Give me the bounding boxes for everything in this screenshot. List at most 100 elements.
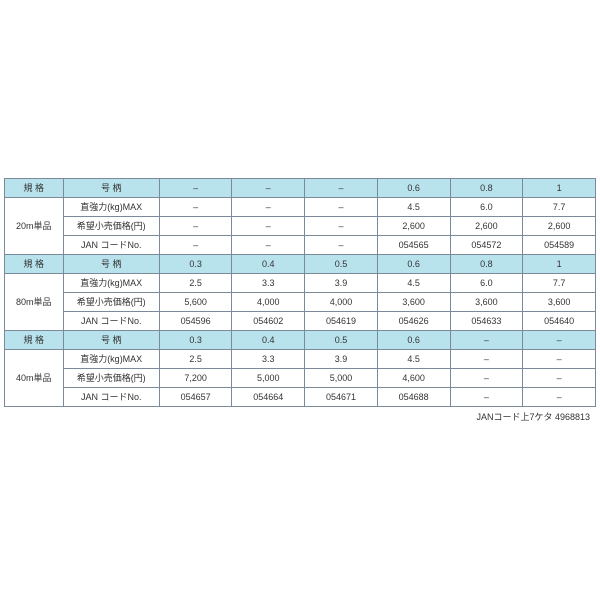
value-cell: 054633 [450, 311, 523, 330]
spec-cell: 20m単品 [5, 197, 64, 254]
table-row: 20m単品 直強力(kg)MAX – – – 4.5 6.0 7.7 [5, 197, 596, 216]
model-cell: 0.6 [377, 178, 450, 197]
value-cell: 054602 [232, 311, 305, 330]
value-cell: 3.9 [305, 349, 378, 368]
value-cell: 2,600 [450, 216, 523, 235]
model-cell: 0.8 [450, 178, 523, 197]
model-cell: 0.4 [232, 254, 305, 273]
value-cell: 3.3 [232, 349, 305, 368]
model-cell: 0.6 [377, 254, 450, 273]
value-cell: 054572 [450, 235, 523, 254]
value-cell: – [523, 368, 596, 387]
spec-header: 規 格 [5, 254, 64, 273]
model-cell: 0.5 [305, 330, 378, 349]
value-cell: – [305, 197, 378, 216]
table-row: JAN コードNo. – – – 054565 054572 054589 [5, 235, 596, 254]
value-cell: 7.7 [523, 273, 596, 292]
value-cell: 054640 [523, 311, 596, 330]
value-cell: – [450, 387, 523, 406]
table-row: JAN コードNo. 054596 054602 054619 054626 0… [5, 311, 596, 330]
table-row: 希望小売価格(円) – – – 2,600 2,600 2,600 [5, 216, 596, 235]
row-label: 希望小売価格(円) [63, 216, 159, 235]
value-cell: 2.5 [159, 273, 232, 292]
value-cell: 4.5 [377, 349, 450, 368]
spec-table: 規 格 号 柄 – – – 0.6 0.8 1 20m単品 直強力(kg)MAX… [4, 178, 596, 407]
value-cell: – [450, 368, 523, 387]
value-cell: 4.5 [377, 197, 450, 216]
table-row: 規 格 号 柄 0.3 0.4 0.5 0.6 – – [5, 330, 596, 349]
value-cell: – [450, 349, 523, 368]
value-cell: 2.5 [159, 349, 232, 368]
model-header: 号 柄 [63, 330, 159, 349]
table-row: JAN コードNo. 054657 054664 054671 054688 –… [5, 387, 596, 406]
value-cell: 6.0 [450, 273, 523, 292]
table-row: 80m単品 直強力(kg)MAX 2.5 3.3 3.9 4.5 6.0 7.7 [5, 273, 596, 292]
row-label: JAN コードNo. [63, 387, 159, 406]
value-cell: 4,000 [305, 292, 378, 311]
model-cell: 0.3 [159, 330, 232, 349]
value-cell: 054619 [305, 311, 378, 330]
table-container: 規 格 号 柄 – – – 0.6 0.8 1 20m単品 直強力(kg)MAX… [0, 174, 600, 427]
value-cell: 6.0 [450, 197, 523, 216]
value-cell: 3,600 [523, 292, 596, 311]
value-cell: 4.5 [377, 273, 450, 292]
value-cell: 5,600 [159, 292, 232, 311]
value-cell: 054596 [159, 311, 232, 330]
row-label: JAN コードNo. [63, 311, 159, 330]
model-header: 号 柄 [63, 178, 159, 197]
row-label: 希望小売価格(円) [63, 368, 159, 387]
model-cell: 0.8 [450, 254, 523, 273]
model-cell: – [305, 178, 378, 197]
row-label: 希望小売価格(円) [63, 292, 159, 311]
value-cell: 054657 [159, 387, 232, 406]
value-cell: 054565 [377, 235, 450, 254]
model-cell: – [523, 330, 596, 349]
spec-cell: 80m単品 [5, 273, 64, 330]
row-label: 直強力(kg)MAX [63, 273, 159, 292]
value-cell: – [232, 216, 305, 235]
model-cell: – [159, 178, 232, 197]
model-cell: – [232, 178, 305, 197]
model-cell: 1 [523, 254, 596, 273]
row-label: JAN コードNo. [63, 235, 159, 254]
value-cell: – [305, 235, 378, 254]
value-cell: – [159, 197, 232, 216]
value-cell: 054671 [305, 387, 378, 406]
table-row: 規 格 号 柄 – – – 0.6 0.8 1 [5, 178, 596, 197]
value-cell: 3.9 [305, 273, 378, 292]
table-row: 希望小売価格(円) 7,200 5,000 5,000 4,600 – – [5, 368, 596, 387]
model-cell: 0.4 [232, 330, 305, 349]
value-cell: 5,000 [232, 368, 305, 387]
model-header: 号 柄 [63, 254, 159, 273]
row-label: 直強力(kg)MAX [63, 349, 159, 368]
value-cell: – [159, 235, 232, 254]
value-cell: 5,000 [305, 368, 378, 387]
model-cell: 0.5 [305, 254, 378, 273]
value-cell: – [523, 349, 596, 368]
spec-header: 規 格 [5, 330, 64, 349]
value-cell: 054688 [377, 387, 450, 406]
table-row: 規 格 号 柄 0.3 0.4 0.5 0.6 0.8 1 [5, 254, 596, 273]
spec-header: 規 格 [5, 178, 64, 197]
value-cell: – [159, 216, 232, 235]
value-cell: 7.7 [523, 197, 596, 216]
value-cell: 3,600 [450, 292, 523, 311]
model-cell: 0.3 [159, 254, 232, 273]
value-cell: – [305, 216, 378, 235]
table-row: 希望小売価格(円) 5,600 4,000 4,000 3,600 3,600 … [5, 292, 596, 311]
model-cell: 1 [523, 178, 596, 197]
value-cell: 2,600 [523, 216, 596, 235]
value-cell: – [232, 197, 305, 216]
row-label: 直強力(kg)MAX [63, 197, 159, 216]
value-cell: 054664 [232, 387, 305, 406]
value-cell: 4,600 [377, 368, 450, 387]
value-cell: 2,600 [377, 216, 450, 235]
value-cell: 054589 [523, 235, 596, 254]
model-cell: – [450, 330, 523, 349]
value-cell: 054626 [377, 311, 450, 330]
value-cell: 7,200 [159, 368, 232, 387]
spec-cell: 40m単品 [5, 349, 64, 406]
value-cell: – [523, 387, 596, 406]
table-row: 40m単品 直強力(kg)MAX 2.5 3.3 3.9 4.5 – – [5, 349, 596, 368]
value-cell: – [232, 235, 305, 254]
